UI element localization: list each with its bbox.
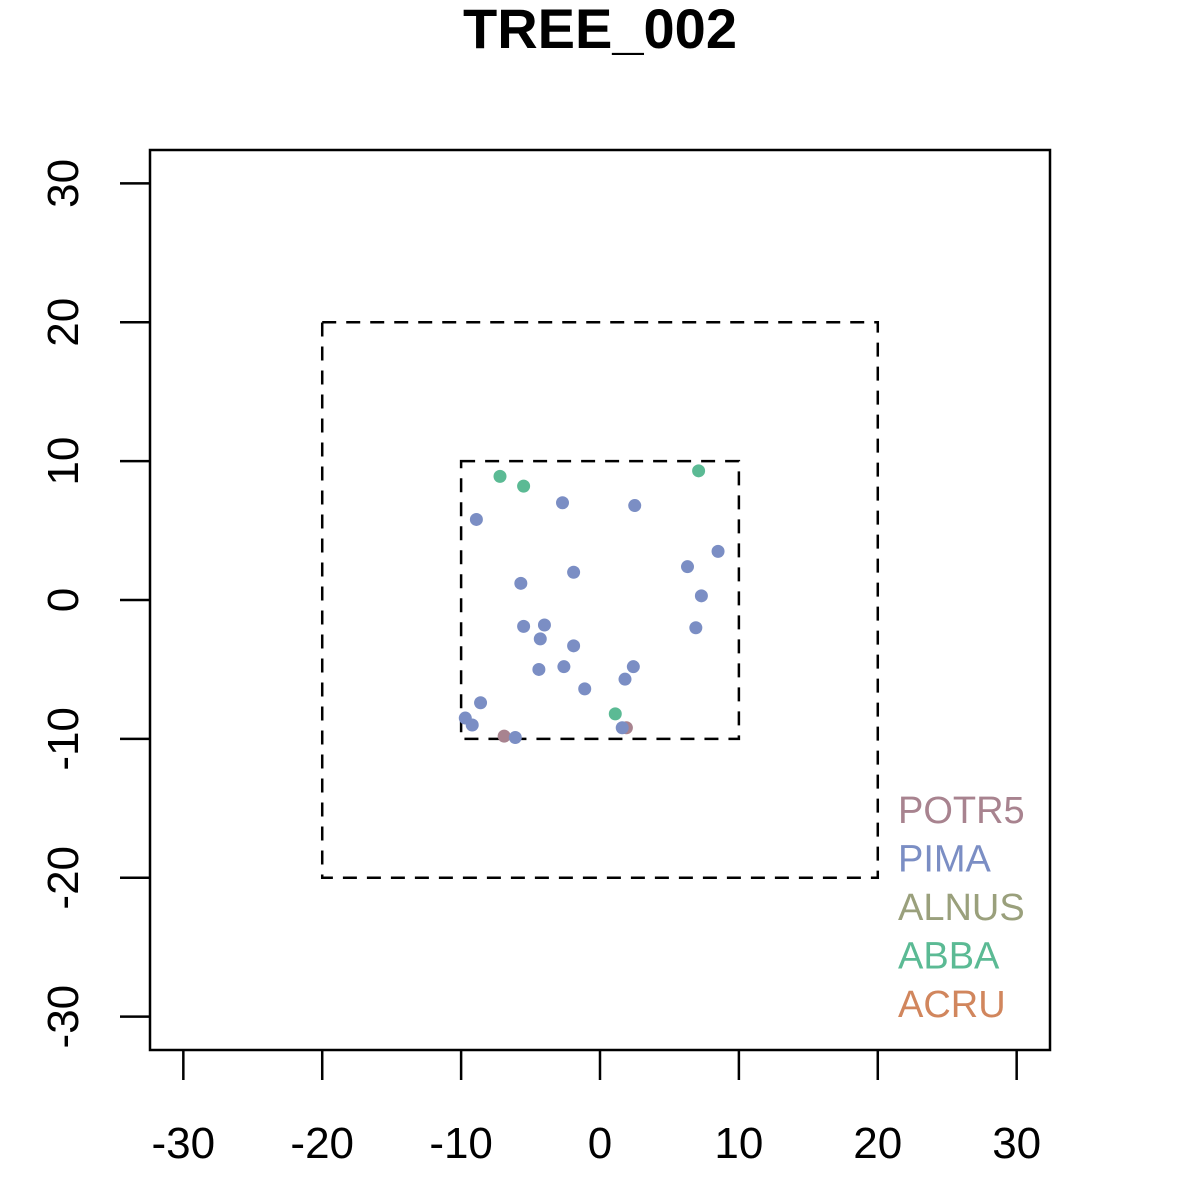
point-pima bbox=[618, 672, 632, 686]
point-pima bbox=[578, 682, 592, 696]
x-tick-label: 10 bbox=[714, 1119, 763, 1168]
point-pima bbox=[628, 499, 642, 513]
y-tick-label: -20 bbox=[39, 846, 88, 910]
region-box-0 bbox=[320, 320, 880, 880]
point-abba bbox=[692, 464, 706, 478]
point-pima bbox=[567, 565, 581, 579]
point-abba bbox=[493, 469, 507, 483]
point-pima bbox=[556, 496, 569, 510]
point-pima bbox=[689, 621, 703, 635]
point-pima bbox=[474, 696, 488, 710]
y-tick-label: 0 bbox=[39, 588, 88, 612]
chart-title: TREE_002 bbox=[463, 0, 737, 60]
point-pima bbox=[711, 544, 725, 558]
point-pima bbox=[626, 660, 640, 674]
point-pima bbox=[517, 619, 531, 633]
point-pima bbox=[532, 662, 546, 676]
point-pima bbox=[469, 512, 483, 526]
legend-entry-pima: PIMA bbox=[898, 839, 992, 881]
point-abba bbox=[608, 707, 622, 721]
point-pima bbox=[508, 731, 522, 744]
legend-entry-potr5: POTR5 bbox=[898, 790, 1025, 832]
point-pima bbox=[514, 576, 528, 590]
data-points bbox=[458, 464, 725, 744]
point-pima bbox=[694, 589, 708, 603]
point-abba bbox=[517, 479, 531, 493]
region-box-1 bbox=[459, 459, 741, 741]
point-pima bbox=[533, 632, 547, 646]
y-tick-label: 30 bbox=[39, 159, 88, 208]
legend-entry-alnus: ALNUS bbox=[898, 887, 1025, 929]
point-pima bbox=[567, 639, 581, 653]
x-axis: -30 -20 -10 0 10 20 30 bbox=[152, 1050, 1041, 1168]
x-tick-label: 30 bbox=[992, 1119, 1041, 1168]
y-tick-label: -30 bbox=[39, 985, 88, 1049]
point-potr5 bbox=[497, 729, 511, 743]
x-tick-label: -30 bbox=[152, 1119, 216, 1168]
point-pima bbox=[537, 618, 551, 632]
legend: POTR5 PIMA ALNUS ABBA ACRU bbox=[898, 790, 1025, 1026]
y-tick-label: 20 bbox=[39, 298, 88, 347]
y-tick-label: 10 bbox=[39, 437, 88, 486]
x-tick-label: -20 bbox=[290, 1119, 354, 1168]
x-tick-label: -10 bbox=[429, 1119, 493, 1168]
legend-entry-acru: ACRU bbox=[898, 984, 1006, 1026]
plot-regions bbox=[320, 320, 880, 880]
point-pima bbox=[681, 560, 694, 574]
y-axis: -30 -20 -10 0 10 20 30 bbox=[39, 159, 150, 1049]
legend-entry-abba: ABBA bbox=[898, 936, 1000, 978]
point-pima bbox=[557, 660, 571, 674]
point-pima bbox=[465, 718, 479, 732]
point-pima bbox=[615, 721, 629, 735]
y-tick-label: -10 bbox=[39, 707, 88, 771]
x-tick-label: 0 bbox=[588, 1119, 612, 1168]
x-tick-label: 20 bbox=[853, 1119, 902, 1168]
